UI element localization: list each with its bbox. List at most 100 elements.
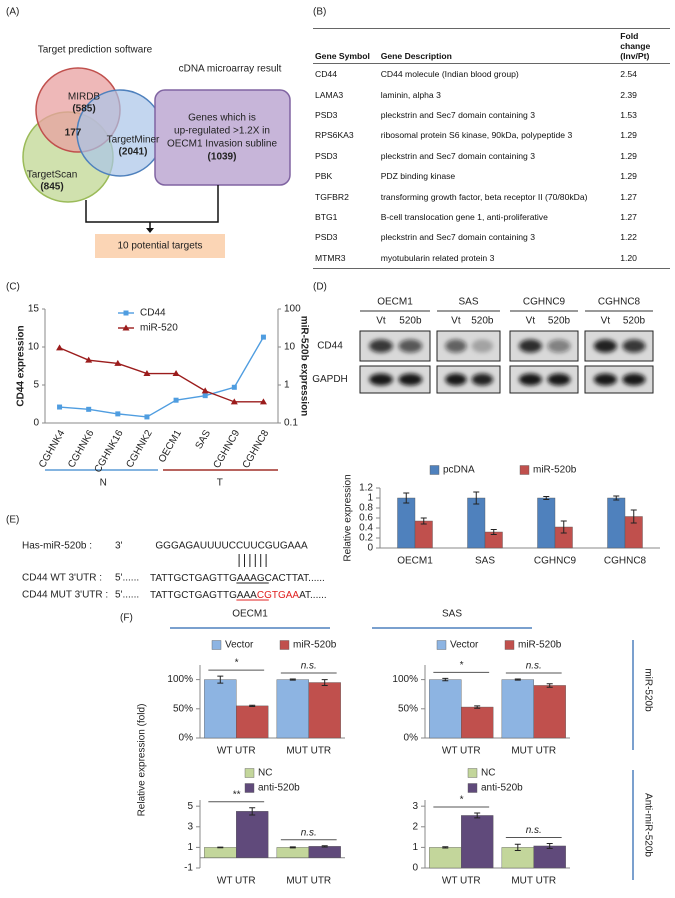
header-row: Gene Symbol Gene Description Fold change (… [313, 28, 670, 64]
row-label: miR-520b [642, 668, 653, 712]
error-bar [249, 704, 256, 707]
blot-band [622, 373, 646, 386]
table-cell: pleckstrin and Sec7 domain containing 3 [380, 109, 535, 120]
bar [429, 847, 462, 869]
table-cell: PBK [315, 171, 333, 182]
error-bar [543, 496, 550, 500]
table-cell: ribosomal protein S6 kinase, 90kDa, poly… [380, 130, 573, 141]
header-cell: Gene Description [378, 28, 619, 64]
table-cell: PSD3 [315, 232, 338, 243]
table-cell: PSD3 [315, 150, 338, 161]
error-bar [546, 683, 553, 688]
y-tick-label: 3 [187, 821, 193, 832]
point [57, 404, 63, 410]
blot-band [547, 339, 571, 353]
error-bar [289, 678, 296, 681]
sig-label: n.s. [301, 827, 317, 838]
microarray-count: (1039) [208, 152, 237, 163]
error-bar [474, 812, 481, 819]
y-tick-label: 1.2 [359, 483, 373, 494]
legend-swatch [504, 640, 515, 650]
blot-band [471, 339, 494, 353]
y-tick-label: 5 [187, 801, 193, 812]
error-bar [474, 705, 481, 709]
error-bar [403, 492, 410, 504]
sig-label: n.s. [526, 825, 542, 836]
x-tick-label: CGHNK6 [66, 428, 97, 470]
y2-tick-label: 0.1 [284, 418, 298, 429]
y-tick-label: 100% [392, 674, 418, 685]
set-name: TargetScan [27, 170, 78, 181]
x-tick-label: SAS [194, 428, 214, 451]
table-row: BTG1 B-cell translocation gene 1, anti-pr… [313, 207, 670, 227]
x-tick-label: CGHNC8 [241, 428, 272, 470]
seq-end: 3' [115, 541, 123, 552]
error-bar [217, 846, 224, 849]
table-cell: 1.29 [620, 171, 637, 182]
error-bar [442, 677, 449, 682]
bar [308, 682, 341, 739]
seq-end: 5'...... [115, 590, 139, 601]
table-row: PSD3 pleckstrin and Sec7 domain containin… [313, 105, 670, 125]
microarray-text: OECM1 Invasion subline [167, 139, 277, 150]
y-tick-label: 2 [412, 821, 418, 832]
cell-line-label: SAS [458, 297, 478, 308]
panel-label: (E) [6, 515, 19, 526]
table-cell: 1.29 [620, 130, 637, 141]
blot-band [445, 339, 467, 353]
error-bar [321, 845, 328, 848]
header-cell: Gene Symbol [313, 28, 379, 64]
x-tick-label: CGHNK2 [124, 428, 155, 470]
blot-band [518, 339, 542, 353]
table-row: PSD3 pleckstrin and Sec7 domain containin… [313, 227, 670, 247]
microarray-box [154, 89, 291, 186]
legend-label: miR-520b [518, 640, 562, 651]
x-tick-label: CGHNC8 [604, 556, 647, 567]
table-cell: CD44 [315, 69, 337, 80]
x-tick-label: MUT UTR [286, 876, 331, 887]
table-cell: pleckstrin and Sec7 domain containing 3 [380, 150, 535, 161]
seq-part: AT...... [297, 573, 325, 584]
binding-site: GCACTT [257, 573, 298, 584]
point [230, 398, 238, 405]
group-label: T [217, 478, 223, 489]
bar [467, 497, 486, 549]
point [144, 414, 150, 420]
legend-swatch [429, 465, 440, 475]
table-cell: 1.27 [620, 211, 637, 222]
blot-band [369, 373, 393, 386]
target-seq: TATTGCTGAGTTGAAACGTGAAAT...... [150, 590, 327, 601]
blot-band [593, 339, 617, 353]
table-cell: transforming growth factor, beta recepto… [380, 191, 588, 202]
y-tick-label: 100% [167, 674, 193, 685]
table-row: RPS6KA3 ribosomal protein S6 kinase, 90kD… [313, 125, 670, 145]
set-name: TargetMiner [107, 135, 160, 146]
x-tick-label: CGHNK4 [37, 428, 68, 470]
legend-label: pcDNA [443, 465, 475, 476]
panel-label: (B) [313, 7, 326, 18]
table-row: LAMA3 laminin, alpha 3 2.39 [313, 84, 670, 104]
group-label: OECM1 [232, 609, 268, 620]
y-tick-label: 15 [28, 304, 40, 315]
result-text: 10 potential targets [117, 241, 202, 252]
point [231, 384, 237, 390]
bar [236, 811, 269, 858]
table-cell: 1.27 [620, 191, 637, 202]
legend-label: anti-520b [481, 783, 523, 794]
lane-label: Vt [376, 316, 386, 327]
y-tick-label: 1 [367, 493, 373, 504]
x-tick-label: WT UTR [217, 746, 256, 757]
target-seq: TATTGCTGAGTTGAAAGCACTTAT...... [150, 573, 325, 584]
seq-part: TATTGCTGAGTTGAAA [150, 590, 257, 601]
result-box [95, 234, 225, 258]
bar [607, 497, 626, 549]
error-bar [217, 675, 224, 684]
table-cell: LAMA3 [315, 89, 344, 100]
bar [204, 679, 237, 739]
error-bar [420, 517, 427, 525]
series-line [59, 336, 265, 418]
error-bar [442, 846, 449, 849]
overlap-count: 177 [65, 128, 82, 139]
point [202, 393, 208, 399]
